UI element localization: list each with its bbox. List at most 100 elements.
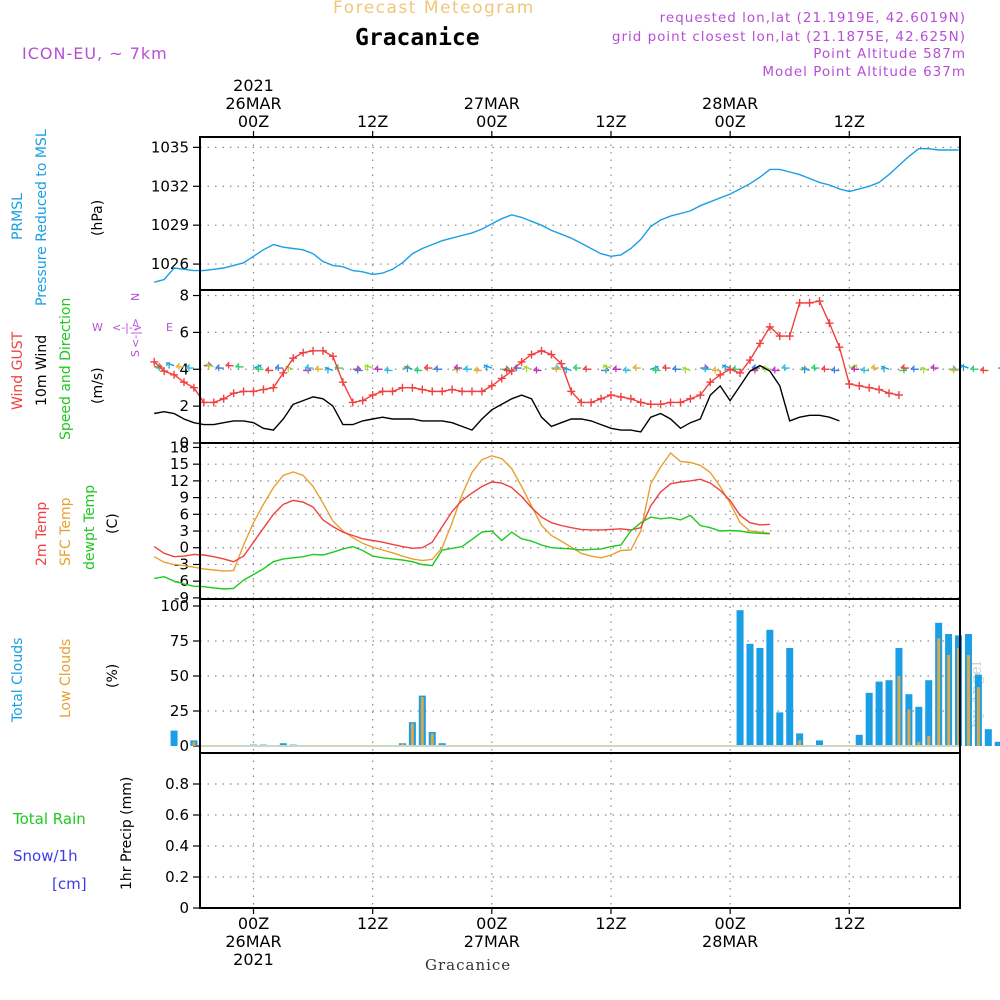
top-time-label: 27MAR (464, 94, 520, 113)
wind-arrow (165, 362, 175, 367)
y-tick-label: 0.2 (165, 868, 189, 886)
wind-arrowhead (235, 362, 240, 370)
gust-marker (487, 381, 496, 390)
y-tick-label: 25 (170, 702, 189, 720)
gust-marker (150, 357, 159, 366)
gust-marker (825, 319, 834, 328)
gust-marker (865, 383, 874, 392)
wind-arrowhead (969, 364, 974, 373)
bottom-time-label: 27MAR (464, 932, 520, 951)
gust-marker (636, 398, 645, 407)
wind-arrowhead (433, 364, 438, 373)
y-tick-label: 6 (179, 505, 189, 523)
gust-marker (805, 298, 814, 307)
total-cloud-bar (279, 743, 287, 746)
station-name: Gracanice (355, 25, 480, 51)
gust-marker (249, 387, 258, 396)
gust-marker (507, 367, 516, 376)
gust-marker (189, 383, 198, 392)
gust-marker (378, 387, 387, 396)
wind-arrowhead (533, 366, 538, 374)
wind-arrowhead (155, 363, 160, 372)
gust-marker (259, 385, 268, 394)
wind-arrow (602, 364, 612, 369)
wind-arrowhead (324, 366, 329, 374)
gust-marker (755, 339, 764, 348)
wind-arrowhead (632, 363, 637, 372)
low-cloud-bar (957, 648, 961, 746)
total-cloud-bar (746, 643, 754, 746)
y-tick-label: 9 (179, 489, 189, 507)
gust-marker (269, 383, 278, 392)
wind-arrowhead (860, 366, 865, 374)
y-tick-label: 2 (179, 397, 189, 415)
top-time-label: 00Z (238, 112, 269, 131)
total-cloud-bar (816, 740, 824, 746)
y-tick-label: 0 (179, 539, 189, 557)
gust-marker (845, 380, 854, 389)
total-cloud-bar (766, 629, 774, 746)
gust-marker (676, 398, 685, 407)
wind-arrowhead (413, 366, 418, 374)
wind-arrow (801, 366, 810, 372)
compass-arrows-vertical: <-|-> (129, 318, 142, 348)
gust-marker (328, 352, 337, 361)
total-cloud-bar (915, 706, 923, 746)
wind-arrow (721, 364, 731, 369)
wind-arrowhead (652, 366, 657, 374)
pressure-series-line (154, 147, 959, 283)
wind-arrow (682, 366, 691, 372)
y-tick-label: 100 (160, 597, 189, 615)
total-cloud-bar (776, 712, 784, 746)
bottom-time-label: 12Z (834, 914, 865, 933)
wind-arrowhead (622, 366, 627, 374)
wind-arrowhead (612, 364, 617, 373)
total-cloud-bar (875, 681, 883, 746)
wind-arrow (960, 364, 969, 369)
gridpoint-coords: grid point closest lon,lat (21.1875E, 42… (611, 29, 966, 45)
wind-arrowhead (960, 363, 965, 372)
total-cloud-bar (865, 692, 873, 746)
gust-marker (696, 391, 705, 400)
low-cloud-bar (907, 709, 911, 746)
wind-arrowhead (672, 364, 677, 373)
low-cloud-bar (798, 740, 802, 746)
bottom-time-label: 12Z (595, 914, 626, 933)
gust-marker (338, 378, 347, 387)
gust-marker (875, 385, 884, 394)
compass-w: W (92, 321, 103, 334)
wind-arrow (563, 366, 572, 372)
precip-panel-frame (199, 752, 961, 909)
gust-marker (467, 387, 476, 396)
requested-coords: requested lon,lat (21.1919E, 42.6019N) (659, 10, 966, 26)
y-tick-label: 15 (170, 455, 189, 473)
gust-marker (418, 385, 427, 394)
gust-series-line (153, 300, 900, 405)
y-tick-label: -9 (174, 589, 189, 607)
gust-marker (706, 378, 715, 387)
gust-marker (716, 370, 725, 379)
wind-arrowhead (880, 364, 885, 373)
wind-arrowhead (979, 366, 984, 374)
wind-arrowhead (930, 363, 935, 372)
wind-arrowhead (681, 366, 687, 374)
bottom-time-label: 12Z (357, 914, 388, 933)
low-cloud-bar (897, 676, 901, 746)
y-tick-label: 50 (170, 667, 189, 685)
wind-arrowhead (354, 366, 359, 374)
gust-marker (746, 356, 754, 365)
total-cloud-bar (855, 734, 863, 746)
pressure-panel-frame (199, 136, 961, 291)
gust-marker (398, 383, 407, 392)
gust-marker (567, 387, 576, 396)
wind-arrowhead (781, 363, 786, 372)
y-tick-label: 12 (170, 472, 189, 490)
wind-arrowhead (205, 362, 210, 370)
wind-arrowhead (364, 363, 369, 372)
wind-arrowhead (374, 364, 379, 373)
compass-e: E (166, 321, 173, 334)
gust-marker (517, 357, 526, 366)
y-tick-label: 3 (179, 522, 189, 540)
wind-arrowhead (850, 364, 855, 373)
